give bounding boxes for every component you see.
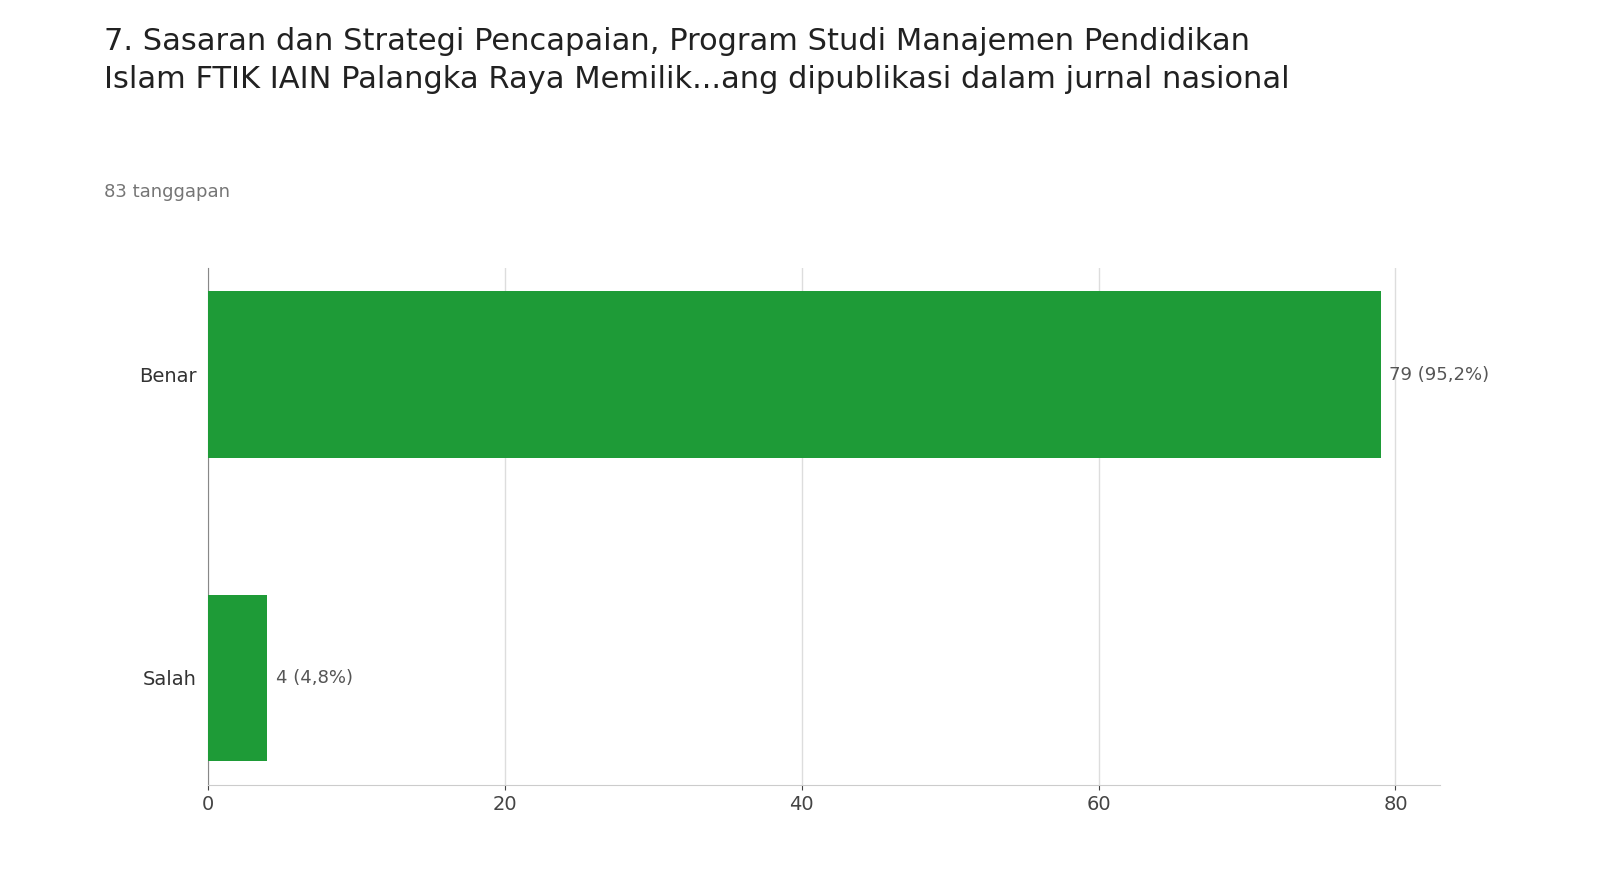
Bar [208,291,1381,458]
Bar [208,595,267,762]
Text: 7. Sasaran dan Strategi Pencapaian, Program Studi Manajemen Pendidikan
Islam FTI: 7. Sasaran dan Strategi Pencapaian, Prog… [104,27,1290,94]
Text: 83 tanggapan: 83 tanggapan [104,183,230,201]
Text: 4 (4,8%): 4 (4,8%) [275,669,352,687]
Text: 79 (95,2%): 79 (95,2%) [1389,366,1490,384]
